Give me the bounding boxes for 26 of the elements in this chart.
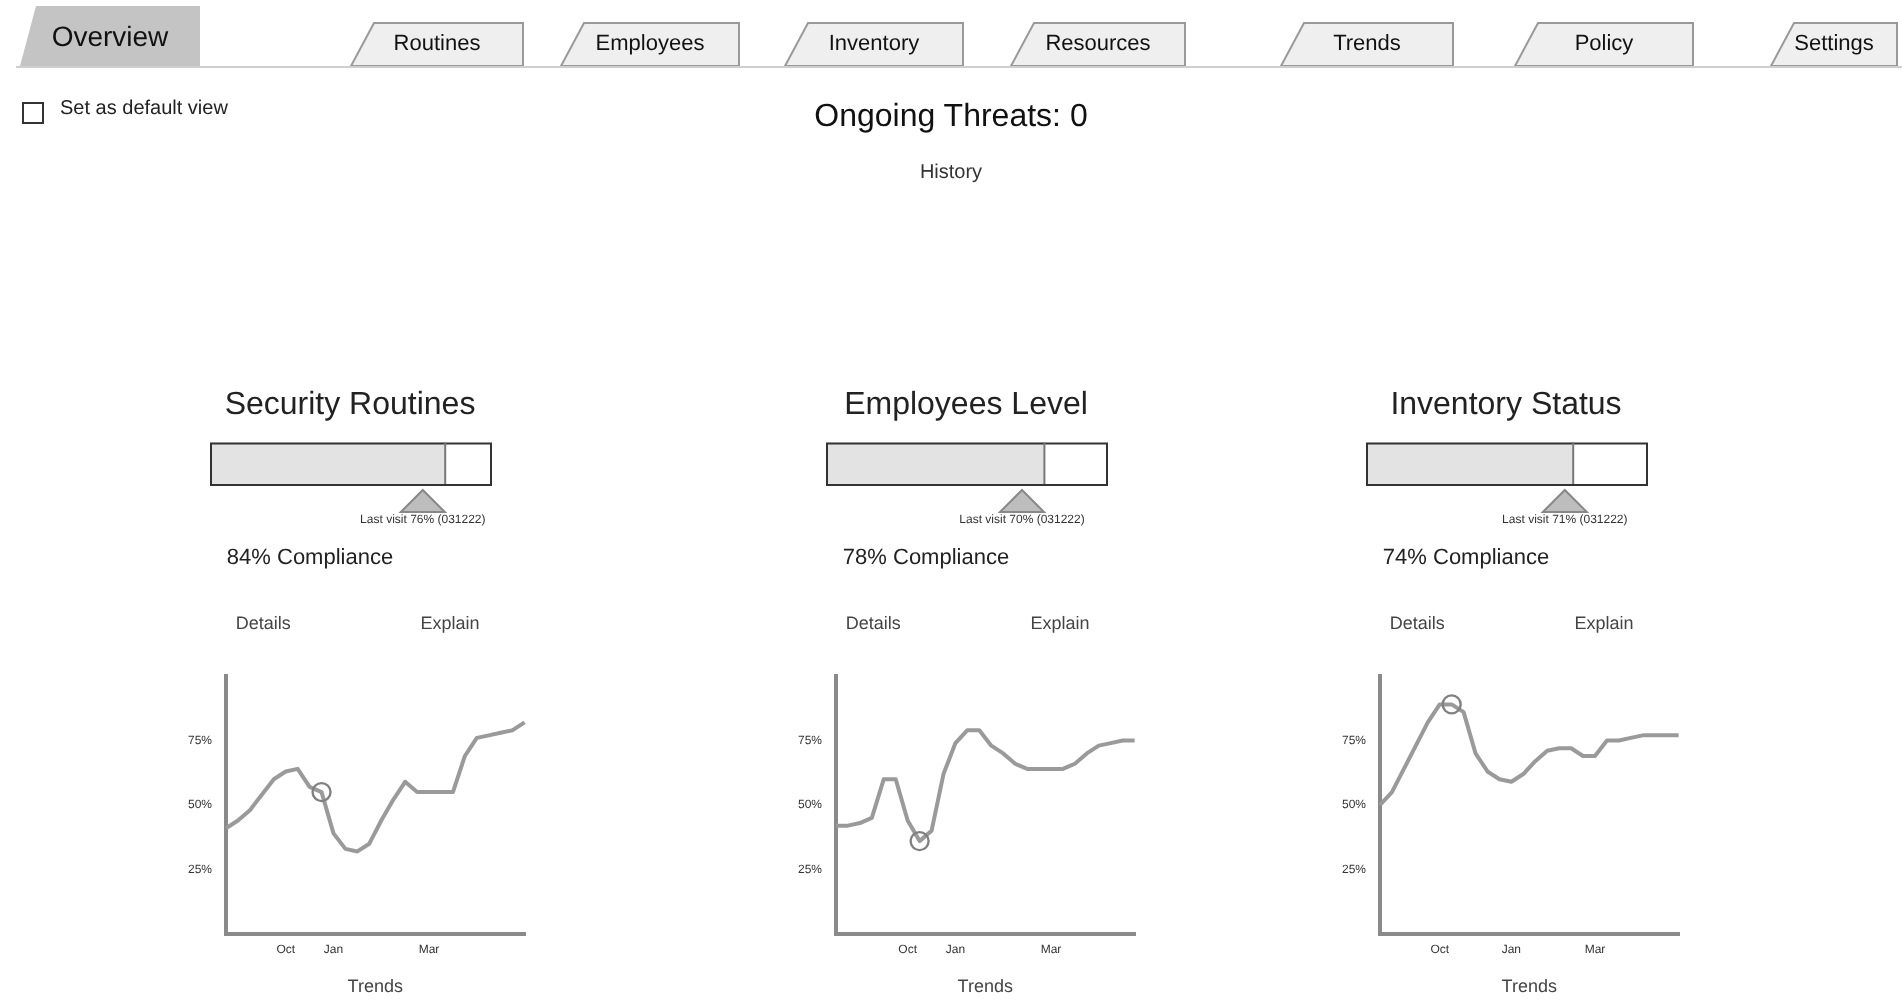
- text: Explain: [420, 612, 480, 633]
- x-axis-title: Trends: [1501, 976, 1558, 997]
- text: Resources: [1043, 32, 1153, 56]
- x-axis-title: Trends: [347, 976, 404, 997]
- text: Explain: [1574, 612, 1634, 633]
- text: Inventory: [826, 32, 922, 56]
- text: Details: [845, 612, 902, 633]
- text: Trends: [1331, 32, 1403, 56]
- text: History: [919, 162, 983, 184]
- text: Routines: [391, 32, 483, 56]
- text: Set as default view: [60, 98, 228, 120]
- data-label: 84% Compliance: [226, 546, 394, 571]
- x-axis-title: Trends: [957, 976, 1014, 997]
- text: Employees: [593, 32, 707, 56]
- text: Security Routines: [224, 388, 476, 423]
- text: Details: [1389, 612, 1446, 633]
- text: Explain: [1030, 612, 1090, 633]
- text: Settings: [1792, 32, 1876, 56]
- data-label: 74% Compliance: [1382, 546, 1550, 571]
- text: Ongoing Threats: 0: [814, 100, 1088, 134]
- text: Policy: [1572, 32, 1636, 56]
- text: Employees Level: [844, 388, 1088, 423]
- data-label: 78% Compliance: [842, 546, 1010, 571]
- text: Overview: [49, 20, 171, 52]
- text: Details: [235, 612, 292, 633]
- text: Inventory Status: [1390, 388, 1622, 423]
